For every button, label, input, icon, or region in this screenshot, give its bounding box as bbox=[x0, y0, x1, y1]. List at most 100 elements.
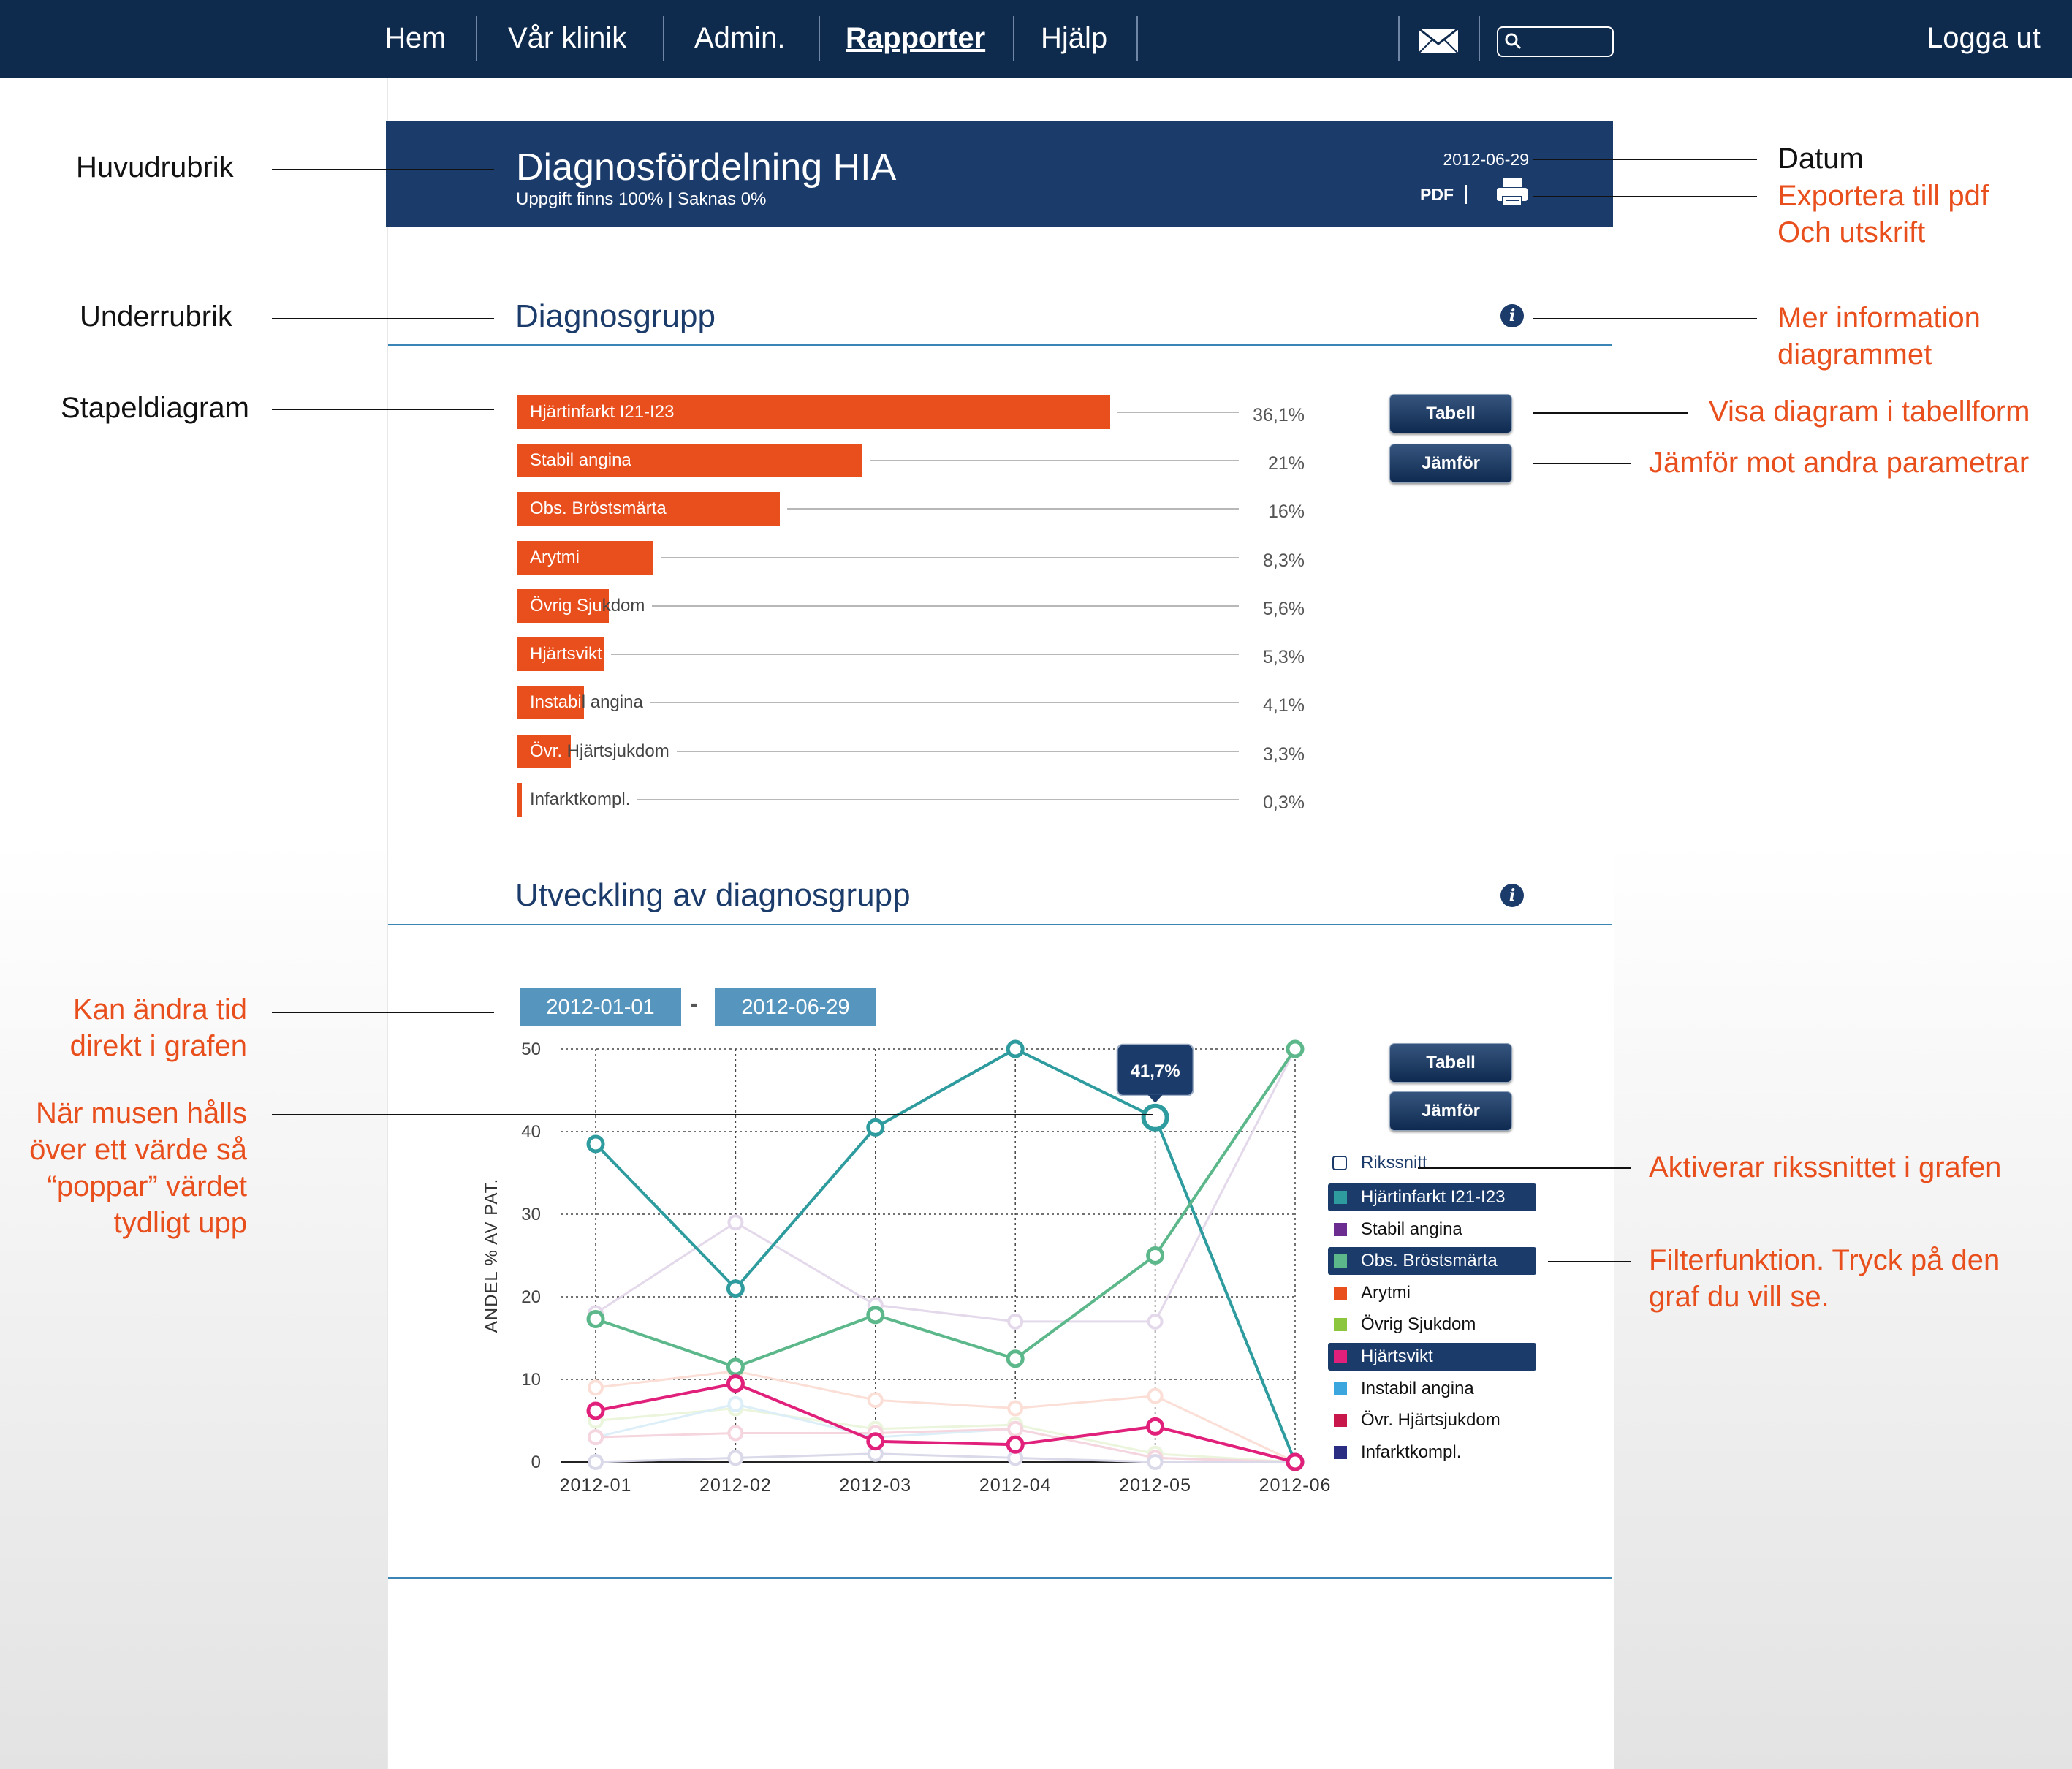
legend-item[interactable]: Hjärtinfarkt I21-I23 bbox=[1328, 1183, 1536, 1211]
annotation-line bbox=[1533, 159, 1757, 160]
data-point bbox=[727, 1395, 744, 1412]
data-point bbox=[586, 1401, 605, 1420]
bar[interactable] bbox=[517, 637, 604, 671]
legend-item[interactable]: Stabil angina bbox=[1328, 1216, 1536, 1243]
bar[interactable] bbox=[517, 444, 862, 477]
section-title-utveckling: Utveckling av diagnosgrupp bbox=[515, 877, 911, 913]
bar-value-label: 8,3% bbox=[1263, 550, 1305, 571]
x-tick-label: 2012-01 bbox=[560, 1475, 632, 1496]
data-point bbox=[726, 1357, 745, 1376]
pdf-export-button[interactable]: PDF bbox=[1420, 185, 1454, 204]
bar-label: Hjärtinfarkt I21-I23 bbox=[530, 402, 675, 422]
annotation-line-text: Mer information bbox=[1777, 302, 1981, 334]
nav-divider bbox=[476, 16, 477, 61]
bar[interactable] bbox=[517, 783, 522, 817]
nav-item-var-klinik[interactable]: Vår klinik bbox=[508, 22, 627, 54]
logout-link[interactable]: Logga ut bbox=[1927, 22, 2041, 54]
legend-swatch bbox=[1334, 1286, 1347, 1300]
rikssnitt-checkbox[interactable]: Rikssnitt bbox=[1328, 1149, 1536, 1177]
section-divider bbox=[388, 924, 1612, 925]
nav-divider bbox=[663, 16, 664, 61]
legend-item[interactable]: Obs. Bröstsmärta bbox=[1328, 1247, 1536, 1276]
bar-label: Arytmi bbox=[530, 548, 580, 567]
search-input[interactable] bbox=[1497, 26, 1614, 57]
bar-label: Obs. Bröstsmärta bbox=[530, 499, 667, 518]
data-point bbox=[1007, 1313, 1024, 1330]
data-point bbox=[588, 1454, 604, 1470]
nav-item-hjalp[interactable]: Hjälp bbox=[1041, 22, 1108, 54]
x-tick-label: 2012-05 bbox=[1119, 1475, 1191, 1496]
date-to-button[interactable]: 2012-06-29 bbox=[715, 988, 876, 1026]
legend-swatch bbox=[1334, 1445, 1347, 1459]
data-point bbox=[1006, 1435, 1025, 1454]
bar[interactable] bbox=[517, 589, 609, 623]
nav-item-admin[interactable]: Admin. bbox=[694, 22, 786, 54]
leader-line bbox=[611, 654, 1239, 655]
data-point bbox=[586, 1134, 605, 1154]
leader-line bbox=[660, 557, 1239, 558]
report-date: 2012-06-29 bbox=[1443, 150, 1529, 169]
y-tick-label: 50 bbox=[521, 1039, 541, 1059]
annotation-line-text: diagrammet bbox=[1777, 338, 1932, 371]
report-header: Diagnosfördelning HIA Uppgift finns 100%… bbox=[386, 121, 1613, 227]
annotation-line bbox=[272, 1114, 1153, 1115]
tabell-button[interactable]: Tabell bbox=[1389, 394, 1512, 433]
legend-label: Obs. Bröstsmärta bbox=[1361, 1251, 1498, 1271]
printer-icon[interactable] bbox=[1495, 178, 1529, 211]
legend-swatch bbox=[1332, 1156, 1347, 1170]
legend-item[interactable]: Övrig Sjukdom bbox=[1328, 1311, 1536, 1338]
data-point bbox=[866, 1432, 885, 1451]
line-chart: 0 10 20 30 40 50 2012-01 2012-02 2012-03 2012-04 2… bbox=[482, 1039, 1330, 1496]
annotation-stapeldiagram: Stapeldiagram bbox=[61, 392, 249, 424]
legend-item[interactable]: Övr. Hjärtsjukdom bbox=[1328, 1406, 1536, 1434]
section-divider bbox=[388, 1577, 1612, 1579]
annotation-line bbox=[272, 1012, 494, 1013]
y-tick-label: 30 bbox=[521, 1205, 541, 1224]
annotation-line bbox=[272, 409, 494, 410]
annotation-line-text: Exportera till pdf bbox=[1777, 180, 1989, 212]
nav-item-rapporter[interactable]: Rapporter bbox=[846, 22, 986, 54]
y-tick-label: 0 bbox=[531, 1452, 541, 1472]
y-axis-label: ANDEL % AV PAT. bbox=[482, 1178, 501, 1333]
annotation-mer-info: Mer information diagrammet bbox=[1777, 300, 1981, 373]
annotation-filter: Filterfunktion. Tryck på den graf du vil… bbox=[1649, 1242, 2000, 1315]
info-icon[interactable]: i bbox=[1500, 304, 1524, 327]
tabell-button[interactable]: Tabell bbox=[1389, 1043, 1512, 1083]
annotation-line bbox=[1548, 1261, 1631, 1262]
bar-label: Hjärtsvikt bbox=[530, 644, 602, 664]
legend-label: Övrig Sjukdom bbox=[1361, 1314, 1476, 1335]
nav-divider bbox=[819, 16, 820, 61]
leader-line bbox=[637, 799, 1239, 800]
bar[interactable] bbox=[517, 686, 585, 719]
bar[interactable] bbox=[517, 492, 780, 526]
nav-item-hem[interactable]: Hem bbox=[384, 22, 447, 54]
mail-icon[interactable] bbox=[1418, 27, 1459, 58]
bar[interactable] bbox=[517, 541, 653, 575]
bar[interactable] bbox=[517, 735, 572, 768]
bar[interactable] bbox=[517, 395, 1111, 429]
data-point bbox=[726, 1279, 745, 1298]
jamfor-button[interactable]: Jämför bbox=[1389, 444, 1512, 483]
date-from-button[interactable]: 2012-01-01 bbox=[520, 988, 681, 1026]
legend-item[interactable]: Instabil angina bbox=[1328, 1375, 1536, 1403]
annotation-musen: När musen hålls över ett värde så “poppa… bbox=[15, 1095, 247, 1241]
legend-swatch bbox=[1334, 1222, 1347, 1236]
highlighted-point bbox=[1141, 1103, 1169, 1132]
data-point bbox=[727, 1450, 744, 1466]
series-line bbox=[595, 1048, 1297, 1369]
legend-item[interactable]: Hjärtsvikt bbox=[1328, 1343, 1536, 1371]
annotation-line bbox=[1533, 412, 1688, 414]
bar-label: Övrig Sjukdom bbox=[530, 596, 645, 615]
legend-item[interactable]: Infarktkompl. bbox=[1328, 1439, 1536, 1466]
legend-swatch bbox=[1334, 1191, 1347, 1204]
jamfor-button[interactable]: Jämför bbox=[1389, 1091, 1512, 1131]
info-icon[interactable]: i bbox=[1500, 884, 1524, 907]
section-title-diagnosgrupp: Diagnosgrupp bbox=[515, 298, 716, 334]
legend-label: Instabil angina bbox=[1361, 1378, 1474, 1398]
bar-value-label: 21% bbox=[1267, 453, 1305, 474]
annotation-line bbox=[1533, 196, 1757, 197]
leader-line bbox=[1117, 412, 1239, 413]
legend-item[interactable]: Arytmi bbox=[1328, 1279, 1536, 1307]
bar-value-label: 3,3% bbox=[1263, 744, 1305, 765]
bar-label: Infarktkompl. bbox=[530, 789, 631, 809]
